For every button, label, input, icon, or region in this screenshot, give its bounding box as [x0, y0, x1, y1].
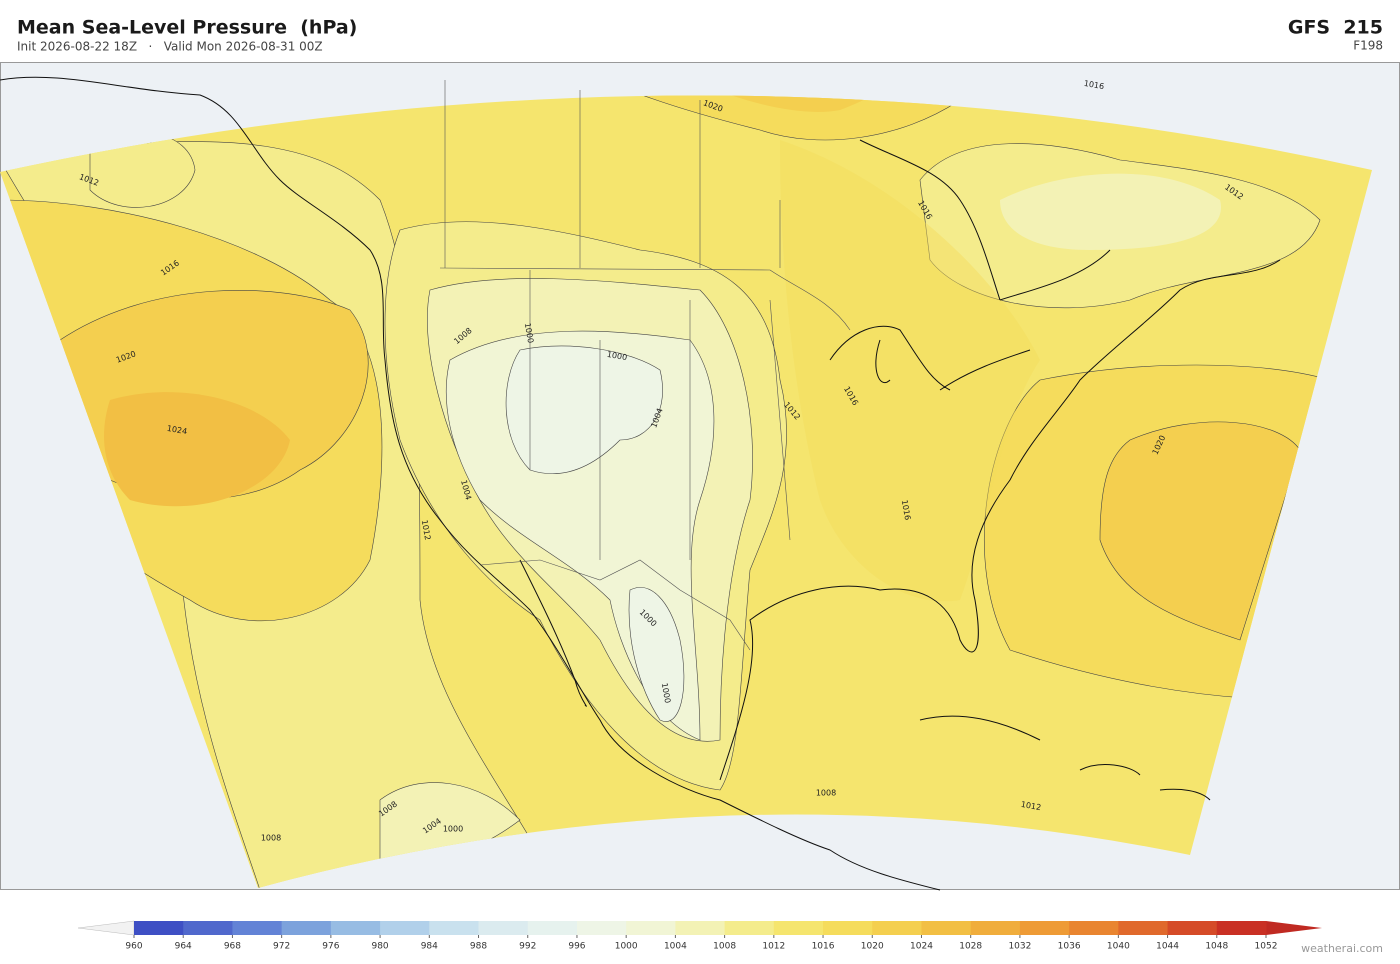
colorbar-tick-label: 1024 — [910, 942, 933, 952]
contour-label: 1012 — [420, 519, 432, 541]
colorbar-tick-label: 992 — [519, 942, 536, 952]
colorbar: 960 964 968 972 976 980 984 988 992 996 1000 1004 10… — [77, 920, 1322, 952]
colorbar-tick-label: 1008 — [713, 942, 736, 952]
colorbar-segment — [380, 921, 430, 935]
colorbar-segment — [527, 921, 578, 935]
credit: weatherai.com — [1301, 942, 1383, 955]
colorbar-segment — [1216, 921, 1267, 935]
subtitle: Init 2026-08-22 18Z · Valid Mon 2026-08-… — [17, 40, 323, 54]
colorbar-tick-label: 1028 — [959, 942, 982, 952]
colorbar-tick-label: 960 — [125, 942, 142, 952]
colorbar-segment — [921, 921, 972, 935]
colorbar-segment — [675, 921, 726, 935]
colorbar-tick-label: 1016 — [812, 942, 835, 952]
colorbar-segment — [232, 921, 283, 935]
colorbar-segment — [576, 921, 627, 935]
contour-label: 1000 — [443, 825, 463, 834]
colorbar-tick-label: 1036 — [1058, 942, 1081, 952]
contour-label: 1008 — [816, 789, 836, 798]
colorbar-segment — [330, 921, 381, 935]
contour-label: 1008 — [261, 834, 281, 843]
colorbar-tick-label: 1000 — [615, 942, 638, 952]
colorbar-under — [77, 920, 135, 936]
contour-label: 1000 — [660, 682, 672, 704]
colorbar-tick-label: 976 — [322, 942, 339, 952]
colorbar-tick-label: 996 — [568, 942, 585, 952]
contour-label: 1024 — [166, 424, 188, 436]
colorbar-segment — [1167, 921, 1218, 935]
colorbar-segment — [1069, 921, 1119, 935]
colorbar-segment — [429, 921, 480, 935]
colorbar-segment — [134, 921, 184, 935]
colorbar-tick-label: 972 — [273, 942, 290, 952]
colorbar-segment — [1019, 921, 1070, 935]
title: Mean Sea-Level Pressure (hPa) — [17, 17, 357, 39]
colorbar-segment — [281, 921, 332, 935]
colorbar-tick-label: 964 — [175, 942, 192, 952]
colorbar-segment — [183, 921, 233, 935]
colorbar-tick-label: 1004 — [664, 942, 687, 952]
colorbar-segment — [724, 921, 775, 935]
colorbar-segment — [478, 921, 529, 935]
pressure-field — [0, 95, 1372, 888]
colorbar-over — [1266, 921, 1322, 935]
contour-label: 1000 — [606, 350, 628, 362]
contour-label: 1016 — [900, 499, 912, 521]
colorbar-segment — [773, 921, 824, 935]
colorbar-tick-label: 1032 — [1008, 942, 1031, 952]
coastlines — [0, 76, 1281, 891]
colorbar-tick-label: 1052 — [1255, 942, 1278, 952]
colorbar-segment — [970, 921, 1021, 935]
forecast-hour: F198 — [1353, 39, 1383, 53]
colorbar-tick-label: 1012 — [762, 942, 785, 952]
borders — [439, 80, 851, 651]
colorbar-tick-label: 1040 — [1107, 942, 1130, 952]
contour-label: 1012 — [1020, 800, 1042, 812]
colorbar-tick-label: 988 — [470, 942, 487, 952]
colorbar-tick-label: 1044 — [1156, 942, 1179, 952]
colorbar-segment — [823, 921, 873, 935]
colorbar-segment — [872, 921, 922, 935]
contour-label: 1016 — [1083, 79, 1105, 91]
model: GFS 215 — [1288, 17, 1383, 39]
colorbar-segment — [1118, 921, 1169, 935]
colorbar-tick-label: 984 — [421, 942, 438, 952]
colorbar-tick-label: 980 — [371, 942, 388, 952]
colorbar-tick-label: 1020 — [861, 942, 884, 952]
colorbar-tick-label: 968 — [224, 942, 241, 952]
colorbar-tick-label: 1048 — [1205, 942, 1228, 952]
contour-label: 1000 — [523, 322, 535, 344]
colorbar-segment — [626, 921, 676, 935]
